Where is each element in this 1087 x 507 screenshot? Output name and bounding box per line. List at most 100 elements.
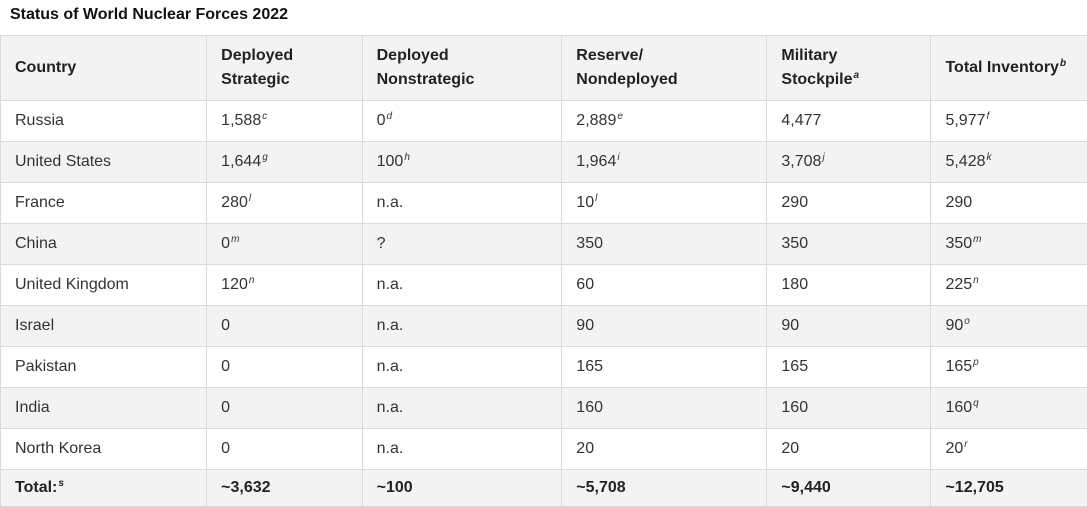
cell-value: n.a. (377, 317, 404, 334)
table-cell-military-stockpile: 20 (767, 429, 931, 470)
cell-value: India (15, 399, 50, 416)
table-cell-deployed-strategic: 280l (207, 183, 362, 224)
table-cell-reserve-nondeployed: ~5,708 (562, 470, 767, 507)
header-label-line1: Military (781, 47, 837, 64)
cell-value: n.a. (377, 440, 404, 457)
table-cell-reserve-nondeployed: 2,889e (562, 101, 767, 142)
table-cell-deployed-nonstrategic: 100h (362, 142, 562, 183)
table-cell-military-stockpile: 290 (767, 183, 931, 224)
table-cell-country: Pakistan (1, 347, 207, 388)
cell-value: ~3,632 (221, 479, 270, 496)
table-cell-total-inventory: 350m (931, 224, 1087, 265)
header-label-line2: Nondeployed (576, 71, 677, 88)
table-cell-deployed-strategic: 0 (207, 388, 362, 429)
footnote-marker: m (973, 234, 981, 245)
header-label-line1: Deployed (221, 47, 293, 64)
table-cell-total-inventory: ~12,705 (931, 470, 1087, 507)
table-cell-military-stockpile: 350 (767, 224, 931, 265)
header-label-line1: Reserve/ (576, 47, 643, 64)
table-cell-deployed-nonstrategic: n.a. (362, 265, 562, 306)
cell-value: 2,889 (576, 112, 616, 129)
cell-value: 60 (576, 276, 594, 293)
footnote-marker: f (987, 111, 990, 122)
cell-value: 290 (945, 194, 972, 211)
table-cell-country: Total:s (1, 470, 207, 507)
cell-value: ~5,708 (576, 479, 625, 496)
footnote-marker: b (1060, 58, 1066, 69)
table-cell-reserve-nondeployed: 20 (562, 429, 767, 470)
footnote-marker: q (973, 398, 979, 409)
cell-value: 165 (945, 358, 972, 375)
header-label-line2: Stockpile (781, 71, 852, 88)
table-cell-country: North Korea (1, 429, 207, 470)
footnote-marker: m (231, 234, 239, 245)
cell-value: 350 (576, 235, 603, 252)
cell-value: 280 (221, 194, 248, 211)
cell-value: 90 (781, 317, 799, 334)
table-cell-deployed-nonstrategic: n.a. (362, 347, 562, 388)
table-cell-reserve-nondeployed: 350 (562, 224, 767, 265)
cell-value: 3,708 (781, 153, 821, 170)
cell-value: 0 (221, 358, 230, 375)
header-label-line2: Strategic (221, 71, 289, 88)
cell-value: 1,644 (221, 153, 261, 170)
footnote-marker: k (987, 152, 992, 163)
table-cell-deployed-strategic: 1,588c (207, 101, 362, 142)
table-cell-deployed-nonstrategic: ~100 (362, 470, 562, 507)
footnote-marker: g (262, 152, 268, 163)
cell-value: 0 (221, 440, 230, 457)
footnote-marker: n (973, 275, 979, 286)
table-cell-deployed-nonstrategic: ? (362, 224, 562, 265)
cell-value: 0 (377, 112, 386, 129)
cell-value: 225 (945, 276, 972, 293)
table-cell-deployed-nonstrategic: n.a. (362, 183, 562, 224)
footnote-marker: e (617, 111, 623, 122)
header-label-line2: Nonstrategic (377, 71, 475, 88)
table-cell-country: France (1, 183, 207, 224)
cell-value: 1,588 (221, 112, 261, 129)
footnote-marker: l (595, 193, 597, 204)
table-cell-reserve-nondeployed: 60 (562, 265, 767, 306)
table-cell-deployed-strategic: 1,644g (207, 142, 362, 183)
footnote-marker: c (262, 111, 267, 122)
table-cell-total-inventory: 5,428k (931, 142, 1087, 183)
cell-value: Russia (15, 112, 64, 129)
total-row: Total:s~3,632~100~5,708~9,440~12,705 (1, 470, 1087, 507)
header-label-line1: Country (15, 59, 76, 76)
footnote-marker: h (404, 152, 410, 163)
table-cell-reserve-nondeployed: 1,964i (562, 142, 767, 183)
cell-value: 20 (781, 440, 799, 457)
table-cell-deployed-strategic: ~3,632 (207, 470, 362, 507)
cell-value: 0 (221, 235, 230, 252)
table-cell-total-inventory: 20r (931, 429, 1087, 470)
table-cell-deployed-nonstrategic: n.a. (362, 306, 562, 347)
table-cell-military-stockpile: 3,708j (767, 142, 931, 183)
cell-value: 290 (781, 194, 808, 211)
cell-value: 165 (781, 358, 808, 375)
table-cell-military-stockpile: 90 (767, 306, 931, 347)
table-cell-total-inventory: 90o (931, 306, 1087, 347)
column-header-total-inventory: Total Inventoryb (931, 36, 1087, 101)
footnote-marker: i (617, 152, 619, 163)
cell-value: ? (377, 235, 386, 252)
table-cell-deployed-strategic: 120n (207, 265, 362, 306)
cell-value: 0 (221, 399, 230, 416)
cell-value: 160 (945, 399, 972, 416)
cell-value: 0 (221, 317, 230, 334)
footnote-marker: n (249, 275, 255, 286)
cell-value: 4,477 (781, 112, 821, 129)
cell-value: China (15, 235, 57, 252)
cell-value: 160 (781, 399, 808, 416)
table-cell-total-inventory: 160q (931, 388, 1087, 429)
table-cell-country: China (1, 224, 207, 265)
table-cell-country: United Kingdom (1, 265, 207, 306)
header-label-line1: Total Inventory (945, 59, 1059, 76)
cell-value: France (15, 194, 65, 211)
